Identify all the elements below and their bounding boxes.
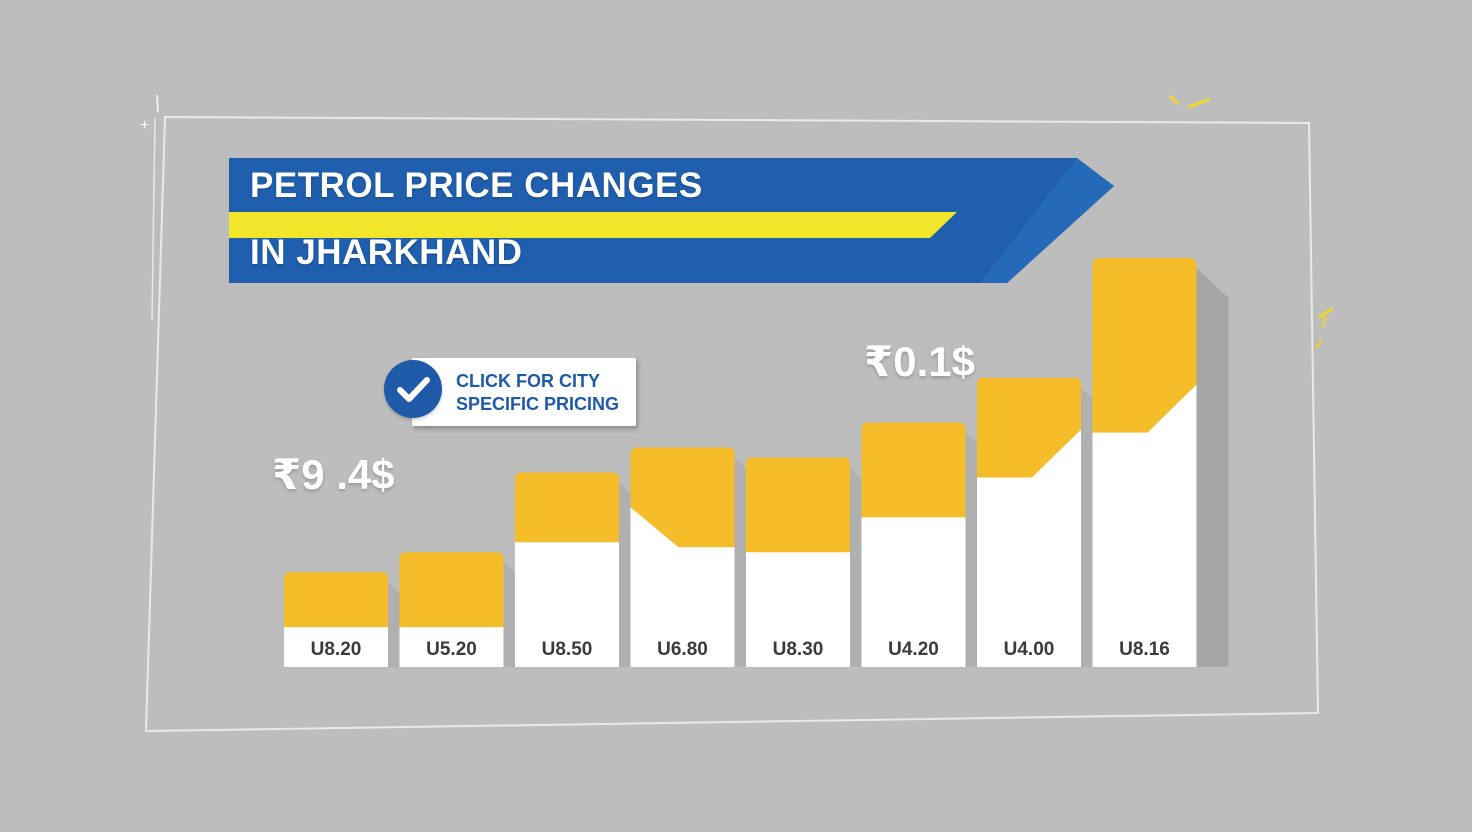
bar-shadow xyxy=(1196,268,1229,667)
bar-label: U4.20 xyxy=(888,639,939,660)
bar-white-segment xyxy=(284,627,388,667)
banner-stripe xyxy=(229,212,957,238)
chart-title-line-1: PETROL PRICE CHANGES xyxy=(250,166,703,205)
bar-label: U8.30 xyxy=(773,639,824,660)
city-pricing-label[interactable]: CLICK FOR CITY SPECIFIC PRICING xyxy=(456,371,620,414)
bar-white-segment xyxy=(861,517,966,667)
price-callout-left: ₹9 .4$ xyxy=(272,451,395,498)
bar-white-segment xyxy=(399,627,504,667)
bar-label: U5.20 xyxy=(426,639,477,660)
bar-white-segment xyxy=(630,507,735,667)
bar-label: U8.20 xyxy=(311,639,362,660)
bar-white-segment xyxy=(746,552,850,667)
bar-label: U8.50 xyxy=(542,639,593,660)
frame-outline xyxy=(144,115,1320,733)
price-callout-right: ₹0.1$ xyxy=(864,338,975,385)
bar-white-segment xyxy=(515,542,619,667)
bar-8: U8.16 xyxy=(1092,258,1229,667)
bar-label: U8.16 xyxy=(1119,639,1170,660)
bar-label: U4.00 xyxy=(1004,639,1055,660)
bar-white-segment xyxy=(977,429,1081,667)
chart-title-line-2: IN JHARKHAND xyxy=(250,233,523,272)
sparkle-icon: + xyxy=(140,117,149,134)
city-pricing-button[interactable] xyxy=(412,358,636,426)
title-banner xyxy=(229,158,1114,283)
bar-1: U8.20 xyxy=(284,572,420,667)
bar-label: U6.80 xyxy=(657,639,708,660)
bar-white-segment xyxy=(1092,384,1197,667)
bar-chart: U8.20 U5.20 U8.50 U6.80 U8.30 U4.20 U4.00 U8.16 xyxy=(284,258,1229,667)
check-icon[interactable] xyxy=(384,360,442,418)
